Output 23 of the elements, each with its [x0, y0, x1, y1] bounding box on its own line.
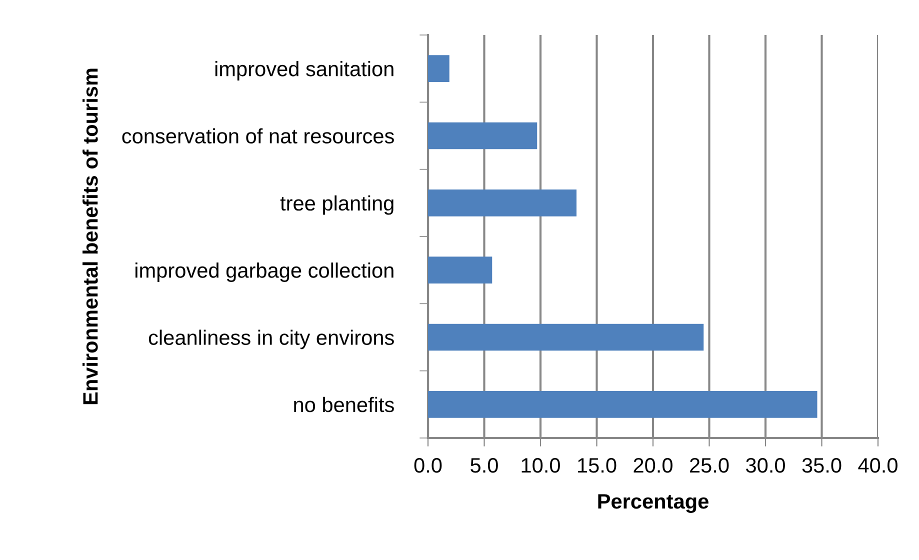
x-tick-label: 0.0	[414, 458, 442, 473]
x-tick-label: 5.0	[470, 458, 498, 473]
bar	[428, 256, 492, 284]
y-tick-label: improved garbage collection	[136, 262, 394, 282]
x-tick-label: 10.0	[522, 458, 560, 473]
bar	[428, 189, 576, 216]
bar	[428, 390, 818, 418]
y-axis-title: Environmental benefits of tourism	[82, 68, 98, 404]
x-tick-label: 30.0	[746, 458, 785, 473]
y-tick-label: conservation of nat resources	[122, 128, 394, 144]
y-tick-label: no benefits	[294, 396, 394, 412]
x-tick-label: 25.0	[690, 458, 729, 473]
bar	[428, 324, 704, 351]
y-tick-label: cleanliness in city environs	[148, 330, 394, 350]
y-tick-label: tree planting	[280, 195, 394, 215]
x-tick-label: 35.0	[802, 458, 842, 473]
y-tick-label: improved sanitation	[215, 61, 394, 80]
x-tick-label: 40.0	[858, 458, 898, 473]
bar	[428, 122, 538, 150]
x-tick-label: 15.0	[578, 458, 616, 473]
x-axis-title: Percentage	[598, 494, 708, 513]
x-tick-label: 20.0	[634, 458, 672, 473]
bar	[428, 55, 450, 82]
